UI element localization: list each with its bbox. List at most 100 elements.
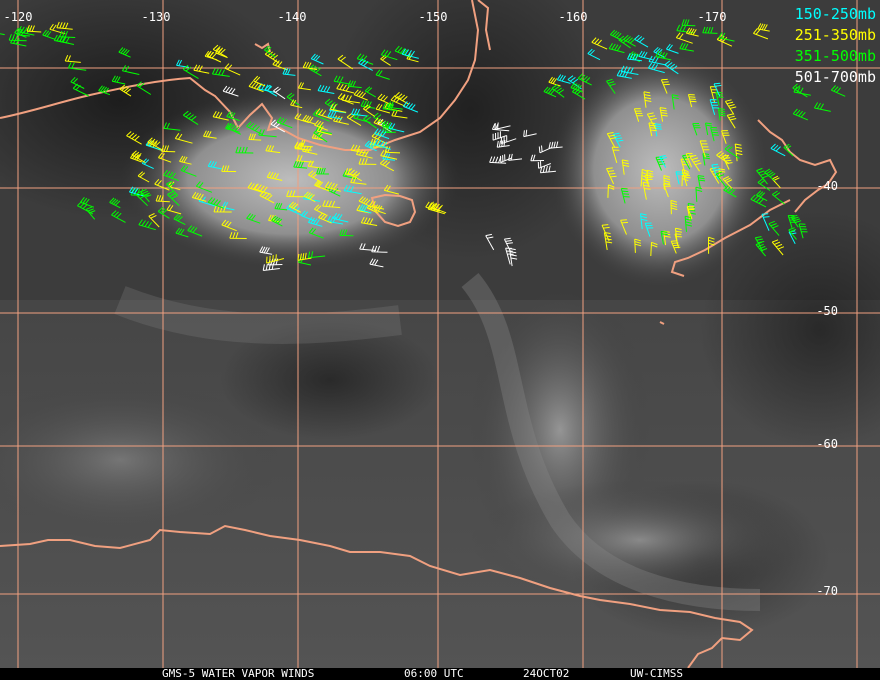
wind-barb xyxy=(764,168,776,181)
latitude-label: -70 xyxy=(816,584,838,598)
wind-barb xyxy=(492,131,507,141)
wind-barb xyxy=(660,230,668,245)
wind-barb xyxy=(70,76,85,89)
wind-barb xyxy=(715,171,728,189)
wind-barb xyxy=(77,200,94,215)
wind-barb xyxy=(771,239,785,256)
wind-barb xyxy=(638,50,653,61)
observation-time: 06:00 UTC xyxy=(404,667,464,680)
wind-barb xyxy=(401,48,419,59)
wind-barb xyxy=(271,215,283,227)
wind-barb xyxy=(359,204,372,214)
wind-barb xyxy=(523,129,537,138)
wind-barb xyxy=(350,176,367,185)
wind-barb xyxy=(327,110,342,120)
wind-barb xyxy=(119,84,132,97)
wind-barb xyxy=(121,65,140,75)
wind-barb xyxy=(266,254,285,264)
wind-barb xyxy=(353,89,368,101)
wind-barb xyxy=(312,109,330,122)
wind-barb xyxy=(716,151,730,165)
latitude-label: -50 xyxy=(816,304,838,318)
wind-barb xyxy=(193,64,210,74)
wind-barb xyxy=(485,233,495,251)
wind-barb xyxy=(609,29,623,41)
wind-barb xyxy=(213,205,232,213)
wind-barb xyxy=(307,251,326,259)
wind-barb xyxy=(224,63,241,76)
wind-barb xyxy=(503,237,513,252)
wind-barb xyxy=(530,154,545,162)
wind-barb xyxy=(640,168,649,187)
wind-barb xyxy=(302,61,318,70)
wind-barb xyxy=(343,184,362,195)
wind-barb xyxy=(316,167,329,175)
wind-barb xyxy=(634,34,649,48)
wind-barb xyxy=(644,222,654,237)
wind-barb xyxy=(381,126,396,134)
wind-barb xyxy=(621,159,630,175)
wind-barb xyxy=(713,82,722,97)
wind-barb xyxy=(109,197,121,209)
wind-barb xyxy=(342,170,357,180)
wind-barb xyxy=(371,245,388,253)
wind-barb xyxy=(500,135,517,145)
wind-barb xyxy=(671,94,679,110)
latitude-label: -60 xyxy=(816,437,838,451)
wind-barb xyxy=(753,28,769,40)
wind-barb xyxy=(138,219,156,231)
wind-barb xyxy=(724,144,740,159)
wind-barb xyxy=(157,206,170,219)
wind-barb xyxy=(324,98,340,113)
wind-barb xyxy=(0,33,5,36)
wind-barb xyxy=(360,100,375,109)
wind-barb xyxy=(262,263,280,271)
wind-barb xyxy=(682,154,691,170)
wind-barb xyxy=(606,167,617,185)
wind-barb xyxy=(246,213,261,224)
wind-barb xyxy=(633,108,644,122)
wind-barb xyxy=(203,130,217,139)
wind-barb xyxy=(315,108,333,120)
wind-barb xyxy=(135,190,148,207)
wind-barb xyxy=(308,227,324,239)
wind-barb xyxy=(246,121,263,135)
wind-barb xyxy=(643,91,652,108)
wind-barb xyxy=(620,65,639,75)
wind-barb xyxy=(49,23,66,35)
wind-barb xyxy=(182,64,199,80)
wind-barb xyxy=(163,169,179,181)
legend-entry-251-350: 251-350mb xyxy=(794,26,876,44)
wind-barb xyxy=(402,101,419,113)
wind-barb xyxy=(259,190,275,204)
wind-barb xyxy=(606,78,616,94)
wind-barb xyxy=(379,158,395,172)
wind-barb xyxy=(675,32,693,44)
wind-barb xyxy=(351,108,367,117)
wind-barb xyxy=(556,74,571,84)
wind-barb xyxy=(612,132,624,148)
wind-barb xyxy=(627,53,642,62)
wind-barb xyxy=(695,186,703,202)
wind-barb xyxy=(587,48,601,61)
wind-barb xyxy=(620,187,630,204)
wind-barb xyxy=(384,146,401,154)
wind-barb xyxy=(316,125,332,136)
wind-barb xyxy=(682,172,691,187)
wind-barb xyxy=(687,206,695,220)
wind-barb xyxy=(317,84,335,94)
wind-barb xyxy=(26,25,42,33)
data-source: UW-CIMSS xyxy=(630,667,683,680)
wind-barb xyxy=(318,212,332,224)
wind-barb xyxy=(676,24,694,34)
longitude-label: -130 xyxy=(141,10,171,24)
wind-barb xyxy=(329,103,347,113)
wind-barb xyxy=(8,34,27,42)
pressure-level-legend: 150-250mb 251-350mb 351-500mb 501-700mb xyxy=(795,4,876,88)
wind-barb xyxy=(494,122,511,130)
wind-barb xyxy=(307,160,323,169)
wind-barb xyxy=(302,114,316,125)
wind-barb xyxy=(264,84,278,97)
wind-barb xyxy=(191,191,207,202)
wind-barb xyxy=(373,117,388,129)
